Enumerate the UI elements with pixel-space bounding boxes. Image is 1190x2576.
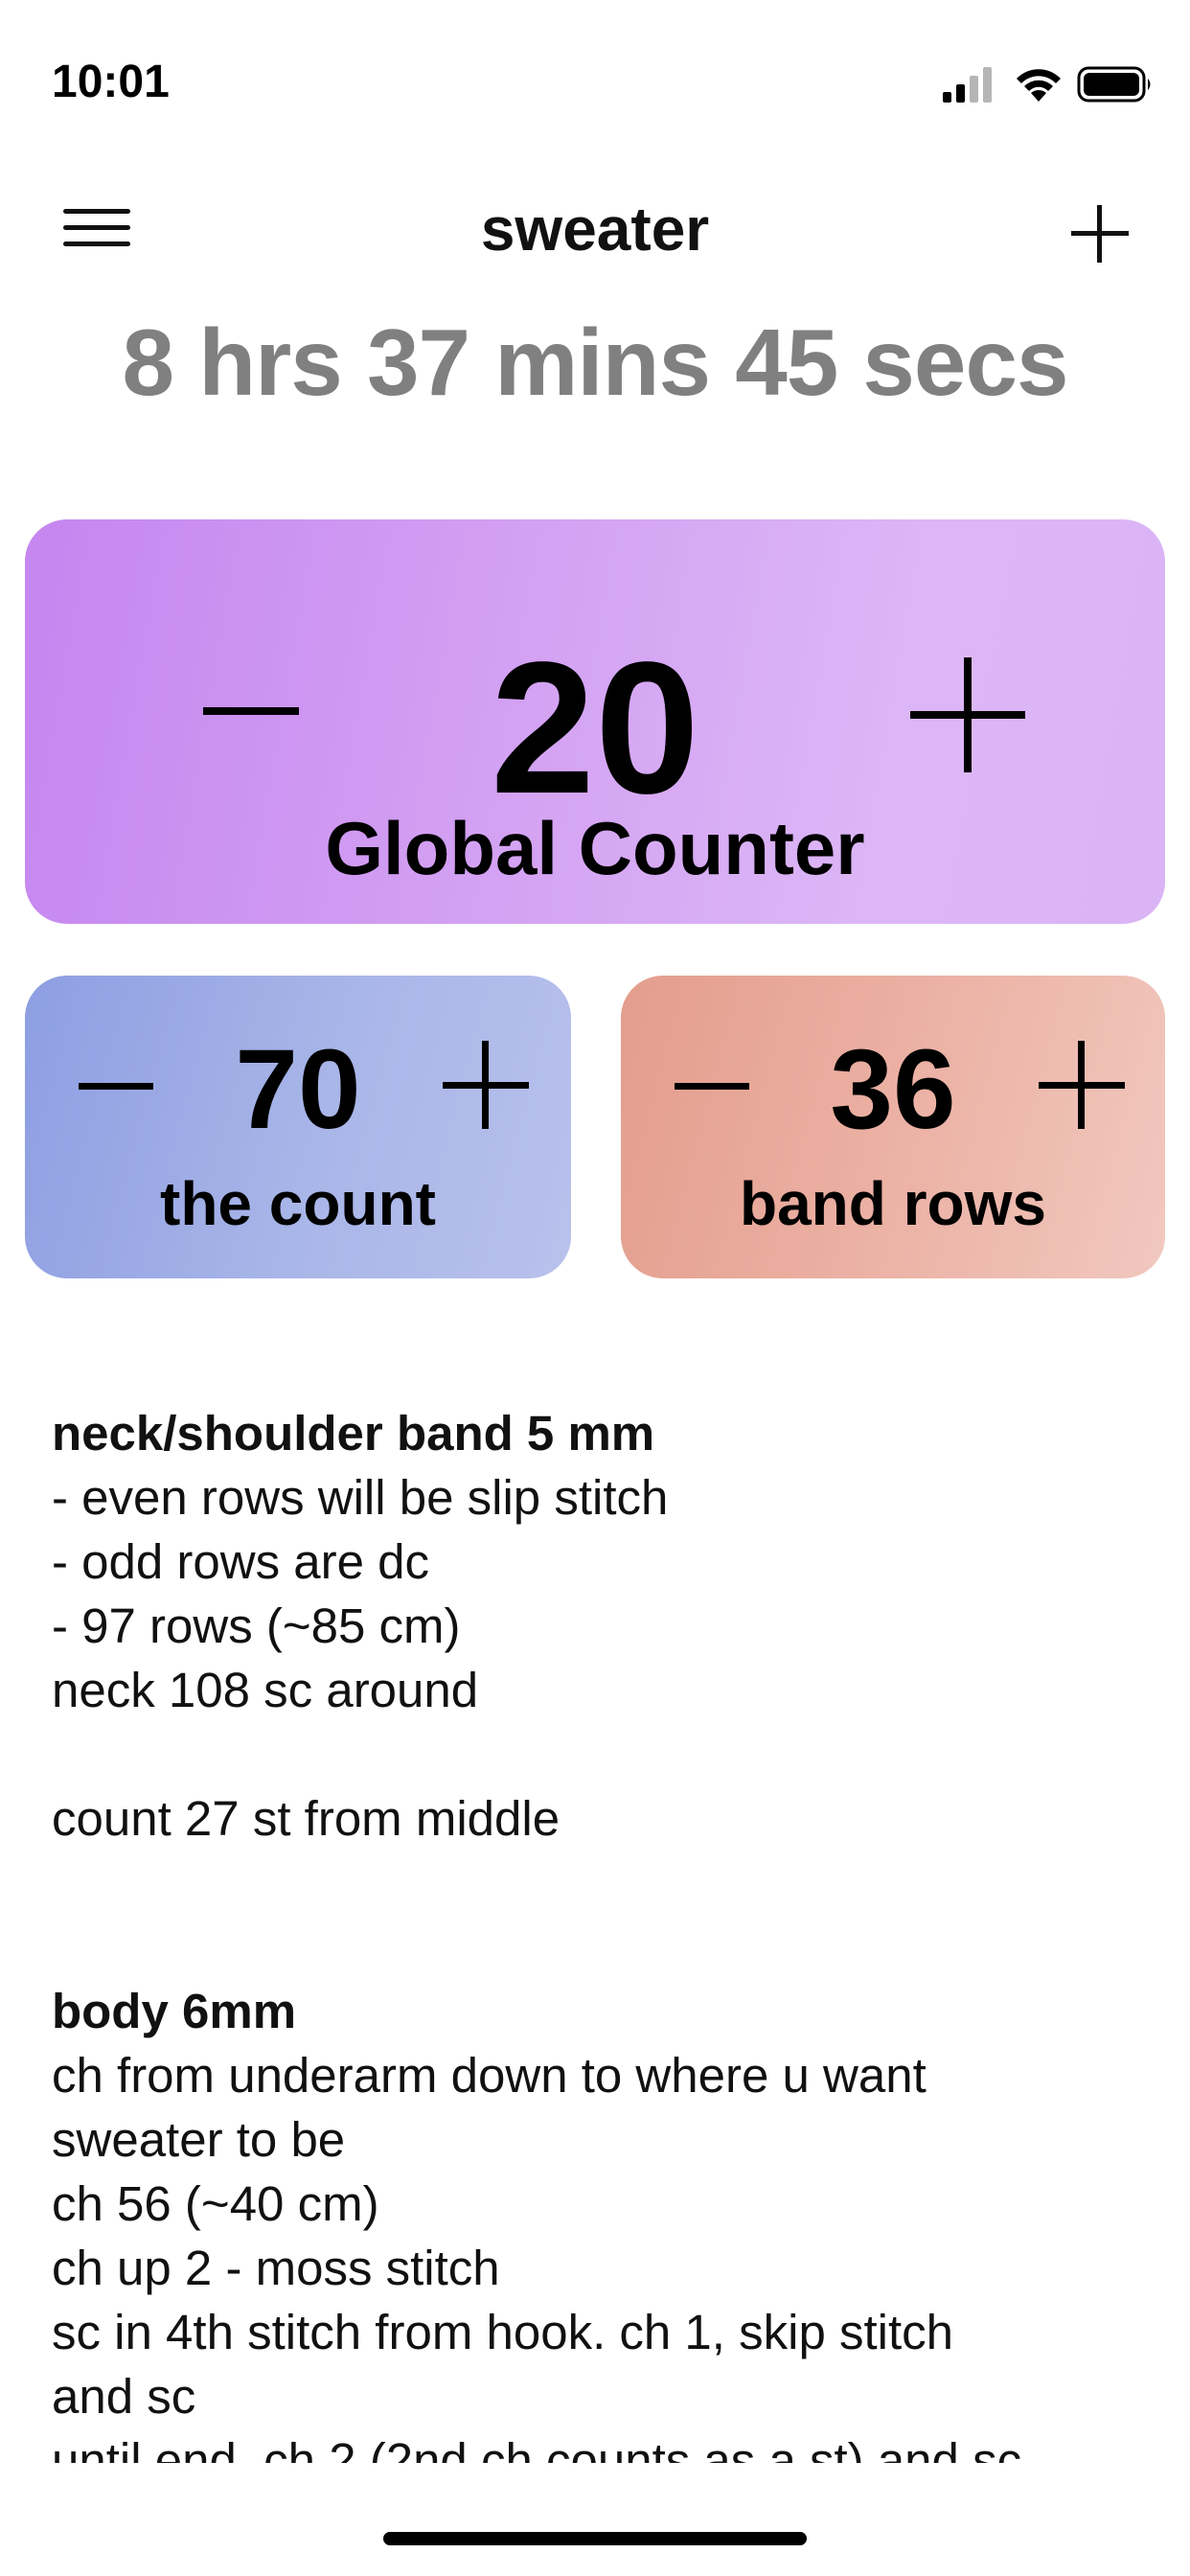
- signal-icon: [943, 67, 992, 103]
- the-count-label: the count: [160, 1169, 436, 1238]
- notes-line: until end, ch 2 (2nd ch counts as a st) …: [52, 2433, 1022, 2463]
- notes-line: body 6mm: [52, 1984, 297, 2038]
- plus-icon[interactable]: [1065, 199, 1134, 268]
- notes-line: - even rows will be slip stitch: [52, 1470, 669, 1525]
- the-count-increment-button[interactable]: [427, 1027, 542, 1142]
- notes-line: ch up 2 - moss stitch: [52, 2241, 500, 2295]
- notes-line: count 27 st from middle: [52, 1791, 561, 1846]
- the-count-decrement-button[interactable]: [63, 1033, 169, 1138]
- band-rows-decrement-button[interactable]: [659, 1033, 765, 1138]
- battery-icon: [1077, 66, 1151, 103]
- global-counter-label: Global Counter: [325, 806, 865, 890]
- nav-bar: sweater: [0, 172, 1190, 278]
- notes-line: ch 56 (~40 cm): [52, 2176, 379, 2231]
- notes-line: ch from underarm down to where u want: [52, 2048, 927, 2103]
- global-counter-increment-button[interactable]: [897, 644, 1041, 788]
- band-rows-label: band rows: [739, 1169, 1047, 1238]
- band-rows-increment-button[interactable]: [1023, 1027, 1138, 1142]
- plus-icon: [897, 644, 1041, 788]
- notes-line: and sc: [52, 2369, 196, 2424]
- hamburger-menu-icon[interactable]: [56, 201, 132, 255]
- plus-icon: [427, 1027, 542, 1142]
- elapsed-timer: 8 hrs 37 mins 45 secs: [122, 310, 1069, 415]
- page-title: sweater: [480, 195, 710, 264]
- minus-icon: [203, 707, 299, 715]
- wifi-icon: [1017, 69, 1061, 102]
- notes-line: [52, 1722, 1144, 1786]
- notes-line: [52, 1851, 1144, 1915]
- global-counter-card: 20 Global Counter: [25, 519, 1165, 924]
- global-counter-value: 20: [490, 623, 699, 833]
- pattern-notes[interactable]: neck/shoulder band 5 mm - even rows will…: [52, 1401, 1144, 2463]
- notes-line: [52, 1915, 1144, 1979]
- plus-icon: [1023, 1027, 1138, 1142]
- global-counter-decrement-button[interactable]: [169, 644, 303, 778]
- band-rows-counter-card: 36 band rows: [621, 976, 1165, 1278]
- notes-line: neck 108 sc around: [52, 1663, 479, 1717]
- status-bar: 10:01: [0, 0, 1190, 144]
- minus-icon: [79, 1083, 153, 1090]
- notes-line: sc in 4th stitch from hook. ch 1, skip s…: [52, 2305, 954, 2359]
- notes-line: neck/shoulder band 5 mm: [52, 1406, 655, 1460]
- notes-line: - odd rows are dc: [52, 1534, 430, 1589]
- home-indicator[interactable]: [383, 2532, 807, 2545]
- the-count-counter-card: 70 the count: [25, 976, 571, 1278]
- minus-icon: [675, 1083, 749, 1090]
- notes-line: sweater to be: [52, 2112, 346, 2167]
- the-count-value: 70: [235, 1026, 361, 1153]
- status-time: 10:01: [52, 57, 170, 107]
- notes-line: - 97 rows (~85 cm): [52, 1598, 461, 1653]
- band-rows-value: 36: [830, 1026, 956, 1153]
